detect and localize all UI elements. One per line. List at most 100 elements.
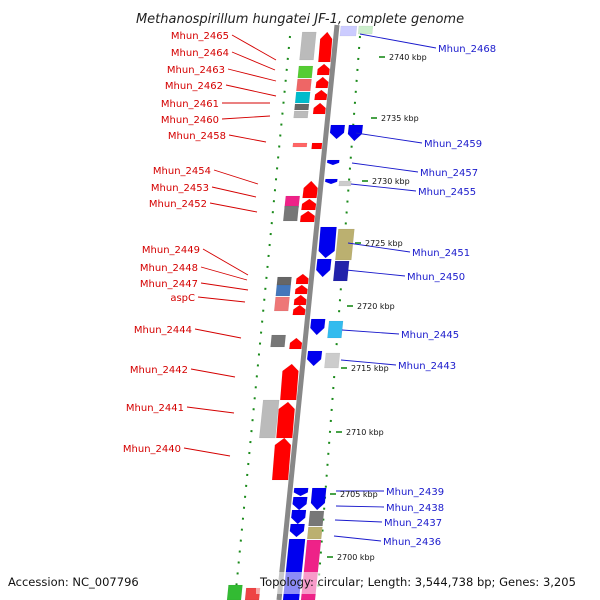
tick-label: 2740 kbp (389, 53, 427, 62)
accession-text: Accession: NC_007796 (8, 575, 139, 589)
feature-dark-grey-2449 (276, 276, 292, 286)
feature-red-2448 (294, 284, 308, 295)
left-gene-label: Mhun_2454 (153, 166, 211, 177)
kbp-ticks: 2740 kbp 2735 kbp 2730 kbp 2725 kbp 2720 kbp… (327, 53, 427, 562)
right-label-leader (341, 329, 400, 335)
right-label-leader (334, 519, 383, 523)
tick-label: 2730 kbp (372, 177, 410, 186)
feature-grey-2441 (259, 399, 280, 439)
right-gene-labels: Mhun_2468 Mhun_2459 Mhun_2457 Mhun_2455 Mhun… (333, 33, 496, 548)
right-gene-label: Mhun_2459 (424, 139, 482, 150)
feature-khaki-2436 (306, 526, 323, 540)
right-gene-label: Mhun_2451 (412, 248, 470, 259)
feature-red-chev-3 (314, 89, 328, 101)
feature-blue-2459b (347, 124, 364, 142)
right-gene-label: Mhun_2457 (420, 168, 478, 179)
feature-blue-2450 (315, 258, 332, 278)
feature-red-2447 (293, 294, 307, 306)
left-label-leader (197, 296, 246, 303)
feature-blue-2438 (292, 496, 308, 511)
right-label-leader (351, 162, 419, 173)
right-label-leader (355, 132, 423, 144)
feature-red-2440 (271, 437, 292, 481)
left-label-leader (209, 202, 258, 213)
left-gene-label: Mhun_2449 (142, 245, 200, 256)
feature-red-2444 (289, 337, 303, 350)
left-label-leader (231, 34, 277, 61)
right-gene-label: Mhun_2439 (386, 487, 444, 498)
tick-label: 2725 kbp (365, 239, 403, 248)
left-gene-label: Mhun_2440 (123, 444, 181, 455)
feature-khaki (335, 228, 355, 261)
feature-blue-2439b (310, 487, 327, 511)
left-label-leader (186, 406, 235, 414)
tick-label: 2705 kbp (340, 490, 378, 499)
feature-grey-2460 (293, 110, 309, 119)
left-label-leader (202, 248, 249, 276)
left-gene-label: Mhun_2464 (171, 48, 229, 59)
feature-red-2442 (279, 363, 299, 401)
left-gene-label: Mhun_2448 (140, 263, 198, 274)
left-label-leader (211, 186, 257, 198)
right-gene-label: Mhun_2443 (398, 361, 456, 372)
outer-dotted-ring-right (317, 35, 361, 591)
left-gene-label: Mhun_2463 (167, 65, 225, 76)
right-gene-label: Mhun_2468 (438, 44, 496, 55)
left-gene-label: Mhun_2442 (130, 365, 188, 376)
footer-backdrop (256, 572, 600, 594)
left-label-leader (225, 84, 277, 97)
right-gene-label: Mhun_2438 (386, 503, 444, 514)
feature-blue-2436 (289, 523, 305, 538)
right-label-leader (345, 269, 406, 277)
right-label-leader (335, 505, 385, 508)
outer-dotted-ring-left (235, 35, 291, 591)
left-gene-label: Mhun_2461 (161, 99, 219, 110)
feature-red-2452 (299, 210, 316, 223)
left-gene-label: Mhun_2447 (140, 279, 198, 290)
feature-red-chev-1 (316, 63, 330, 76)
tick-label: 2710 kbp (346, 428, 384, 437)
feature-red-top (318, 31, 333, 63)
feature-red-2458 (311, 142, 323, 150)
left-gene-label: Mhun_2465 (171, 31, 229, 42)
backbone-axis (276, 24, 340, 600)
feature-grey-2437 (308, 510, 325, 527)
feature-steel-blue (275, 284, 292, 297)
right-label-leader (340, 359, 397, 366)
right-gene-label: Mhun_2455 (418, 187, 476, 198)
left-gene-label: Mhun_2452 (149, 199, 207, 210)
feature-dark-grey-2452 (282, 205, 299, 222)
left-gene-label: Mhun_2462 (165, 81, 223, 92)
tick-label: 2715 kbp (351, 364, 389, 373)
feature-blue-2451 (318, 226, 337, 259)
left-label-leader (200, 282, 249, 291)
feature-cyan-2445 (327, 320, 344, 339)
left-gene-label: Mhun_2441 (126, 403, 184, 414)
left-label-leader (231, 51, 276, 71)
left-label-leader (200, 266, 248, 281)
feature-salmon (296, 78, 312, 92)
feature-salmon-aspc (273, 296, 290, 312)
feature-grey-2444 (270, 334, 286, 348)
right-gene-label: Mhun_2450 (407, 272, 465, 283)
feature-red-chev-4 (312, 102, 326, 115)
right-label-leader (350, 183, 417, 192)
left-gene-label: Mhun_2444 (134, 325, 192, 336)
tick-label: 2735 kbp (381, 114, 419, 123)
feature-red-2454 (302, 180, 318, 199)
feature-red-aspc (292, 304, 306, 316)
right-label-leader (333, 535, 382, 542)
topology-text: Topology: circular; Length: 3,544,738 bp… (259, 575, 576, 589)
feature-red-2453 (301, 198, 317, 211)
left-label-leader (183, 447, 231, 457)
feature-cyan (294, 91, 311, 104)
feature-red-chev-2 (315, 76, 329, 89)
feature-red-2458b (292, 142, 308, 148)
feature-grey-2443 (324, 352, 341, 369)
feature-red-2441 (276, 401, 295, 439)
feature-grey-top (299, 31, 317, 61)
feature-blue-2439a (293, 487, 309, 497)
left-gene-label: Mhun_2458 (168, 131, 226, 142)
feature-navy-2450 (332, 260, 350, 282)
